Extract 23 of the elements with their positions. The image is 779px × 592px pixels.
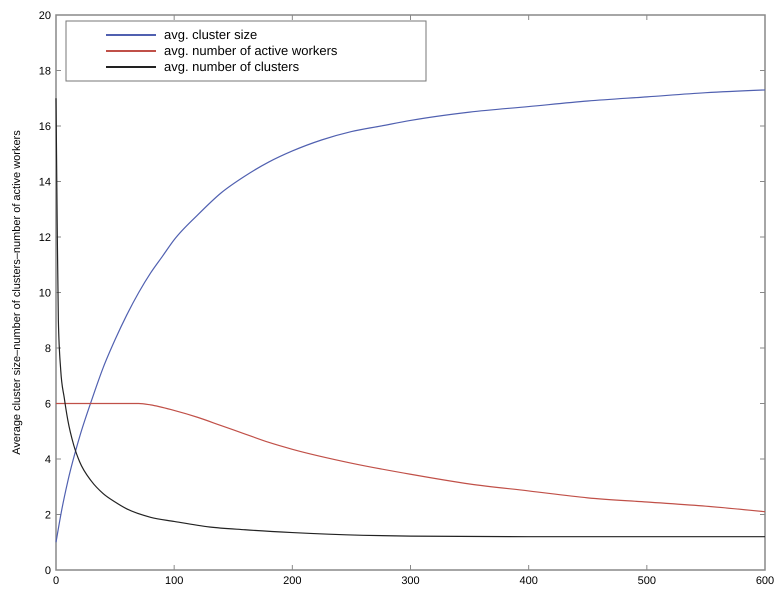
- x-tick-label: 600: [756, 575, 774, 587]
- y-tick-label: 2: [44, 510, 51, 522]
- legend-label: avg. number of active workers: [164, 43, 338, 58]
- legend-label: avg. number of clusters: [164, 59, 300, 74]
- y-tick-label: 12: [38, 232, 51, 244]
- y-axis-title: Average cluster size–number of clusters–number of active workers: [11, 130, 23, 455]
- x-tick-label: 300: [401, 575, 420, 587]
- y-tick-label: 14: [38, 176, 51, 188]
- y-tick-label: 8: [44, 343, 51, 355]
- y-tick-label: 6: [44, 398, 51, 410]
- x-tick-label: 400: [519, 575, 538, 587]
- y-tick-label: 4: [44, 454, 51, 466]
- x-tick-label: 500: [638, 575, 656, 587]
- y-tick-label: 16: [38, 121, 51, 133]
- legend-label: avg. cluster size: [164, 27, 258, 42]
- y-tick-label: 18: [38, 66, 51, 78]
- x-tick-label: 200: [283, 575, 302, 587]
- x-tick-label: 0: [52, 575, 60, 587]
- line-series: [55, 402, 766, 512]
- y-tick-label: 20: [38, 10, 51, 22]
- x-tick-label: 100: [164, 575, 184, 587]
- y-tick-label: 0: [44, 565, 51, 577]
- y-tick-label: 10: [38, 288, 51, 300]
